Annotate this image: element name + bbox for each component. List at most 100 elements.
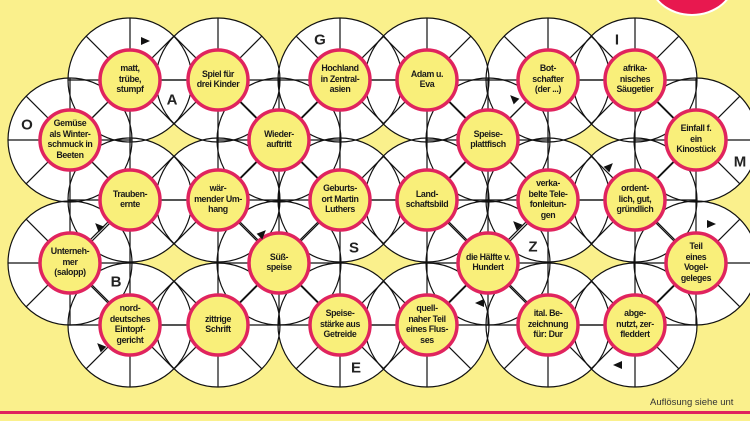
cell-divider [503, 35, 528, 60]
cell-divider [173, 155, 198, 180]
cell-divider [655, 35, 680, 60]
solution-letter: A [166, 91, 178, 109]
clue-circle [186, 168, 250, 232]
cell-divider [173, 345, 198, 370]
solution-note: Auflösung siehe unt [650, 397, 734, 408]
clue-text: Land- schaftsbild [405, 188, 449, 210]
cell-divider [25, 283, 50, 308]
clue-circle [186, 293, 250, 357]
arrow-icon [141, 37, 150, 45]
clue-text: Einfall f. ein Kinostück [676, 123, 716, 156]
clue-text: Adam u. Eva [410, 68, 444, 90]
cell-divider [503, 345, 528, 370]
arrow-icon [97, 343, 107, 353]
cell-divider [590, 100, 615, 125]
solution-letter: E [350, 359, 362, 377]
arrow-icon [475, 299, 484, 307]
clue-text: Hochland in Zentral- asien [320, 63, 360, 96]
clue-circle [308, 293, 372, 357]
cell-divider [25, 95, 50, 120]
clue-text: quell- naher Teil eines Flus- ses [405, 303, 449, 346]
clue-text: ital. Be- zeichnung für: Dur [527, 308, 569, 341]
clue-circle [456, 231, 520, 295]
clue-circle [664, 231, 728, 295]
solution-letter: S [348, 239, 360, 257]
cell-divider [590, 345, 615, 370]
clue-circle [98, 293, 162, 357]
clue-circle [186, 48, 250, 112]
cell-divider [25, 218, 50, 243]
cell-divider [382, 155, 407, 180]
arrow-icon [95, 223, 105, 233]
clue-circle [395, 293, 459, 357]
cell-divider [447, 35, 472, 60]
footer-divider [0, 411, 750, 414]
cell-divider [655, 345, 680, 370]
clue-circle [516, 293, 580, 357]
arrow-icon [513, 221, 523, 231]
cell-divider [25, 160, 50, 185]
cell-divider [295, 345, 320, 370]
cell-divider [382, 345, 407, 370]
clue-text: Wieder- auftritt [264, 128, 294, 150]
cell-divider [173, 100, 198, 125]
clue-text: ordent- lich, gut, gründlich [616, 183, 654, 216]
solution-letter: M [733, 153, 747, 171]
cell-divider [85, 35, 110, 60]
cell-divider [590, 155, 615, 180]
clue-circle [516, 168, 580, 232]
clue-text: Unterneh- mer (salopp) [50, 246, 90, 279]
clue-text: wär- mender Um- hang [194, 183, 242, 216]
clue-circle [98, 168, 162, 232]
clue-circle [247, 231, 311, 295]
cell-divider [382, 220, 407, 245]
arrow-icon [256, 230, 266, 240]
clue-text: Speise- stärke aus Getreide [320, 308, 360, 341]
clue-circle [247, 108, 311, 172]
clue-text: abge- nutzt, zer- fleddert [616, 308, 654, 341]
clue-circle [38, 108, 102, 172]
cell-divider [85, 345, 110, 370]
solution-letter: O [21, 116, 33, 134]
arrow-icon [510, 95, 520, 105]
clue-circle [308, 48, 372, 112]
clue-circle [308, 168, 372, 232]
cell-divider [716, 160, 741, 185]
clue-circle [603, 168, 667, 232]
clue-text: nord- deutsches Eintopf- gericht [109, 303, 151, 346]
clue-text: Gemüse als Winter- schmuck in Beeten [47, 118, 93, 161]
cell-divider [590, 280, 615, 305]
solution-letter: Z [528, 238, 538, 256]
cell-divider [238, 345, 263, 370]
clue-text: Geburts- ort Martin Luthers [321, 183, 359, 216]
clue-text: matt, trübe, stumpf [116, 63, 144, 96]
solution-letter: B [110, 273, 122, 291]
clue-circle [98, 48, 162, 112]
clue-circle [664, 108, 728, 172]
cell-divider [590, 35, 615, 60]
cell-divider [382, 100, 407, 125]
clue-text: die Hälfte v. Hundert [465, 251, 511, 273]
cell-divider [447, 345, 472, 370]
clue-circle [603, 48, 667, 112]
cell-divider [716, 283, 741, 308]
arrow-icon [603, 163, 613, 173]
cell-divider [590, 220, 615, 245]
clue-text: Süß- speise [266, 251, 292, 273]
clue-text: verka- belte Tele- fonleitun- gen [528, 178, 568, 221]
cell-divider [173, 220, 198, 245]
clue-circle [395, 48, 459, 112]
clue-circle [456, 108, 520, 172]
cell-divider [295, 35, 320, 60]
arrow-icon [613, 361, 622, 369]
clue-text: Spiel für drei Kinder [196, 68, 240, 90]
clue-circle [516, 48, 580, 112]
cell-divider [173, 280, 198, 305]
clue-text: Bot- schafter (der ...) [532, 63, 564, 96]
clue-text: Trauben- ernte [112, 188, 148, 210]
cell-divider [382, 280, 407, 305]
clue-text: Speise- plattfisch [470, 128, 506, 150]
cell-divider [382, 35, 407, 60]
cell-divider [716, 95, 741, 120]
